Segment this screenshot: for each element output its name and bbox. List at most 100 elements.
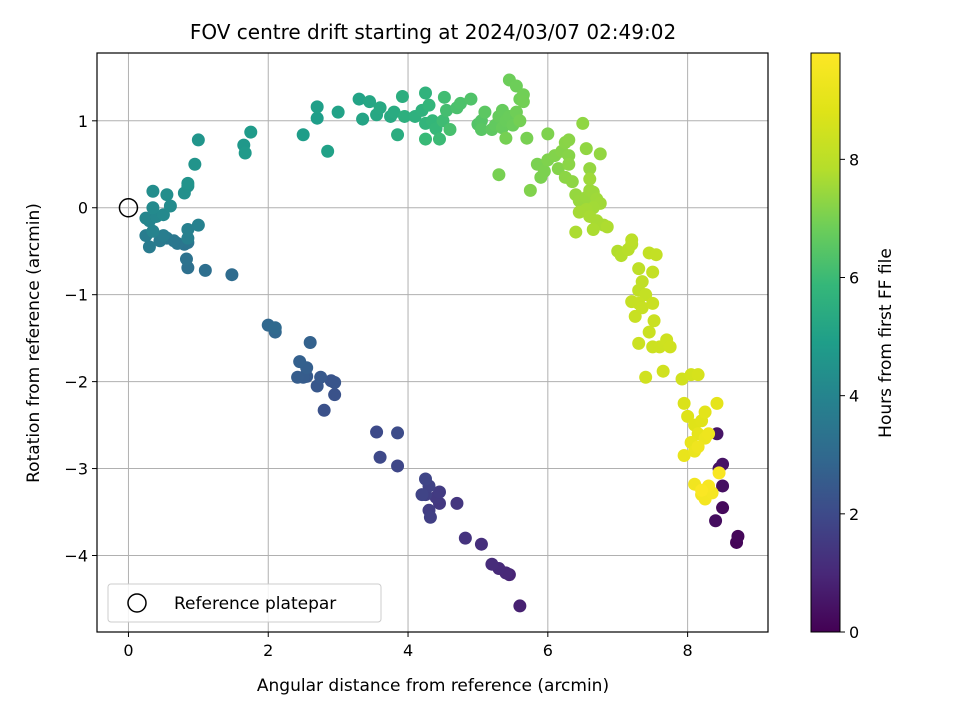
y-tick-label: −2 xyxy=(64,373,88,392)
data-point xyxy=(572,205,586,219)
data-point xyxy=(716,479,730,493)
data-point xyxy=(565,175,579,189)
data-point xyxy=(569,225,583,239)
y-tick-label: 1 xyxy=(78,112,88,131)
data-point xyxy=(139,211,153,225)
data-point xyxy=(450,496,464,510)
legend-box xyxy=(107,583,382,623)
data-point xyxy=(391,128,405,142)
data-point xyxy=(398,109,412,123)
data-point xyxy=(373,101,387,115)
data-point xyxy=(331,105,345,119)
data-point xyxy=(520,131,534,145)
data-point xyxy=(238,146,252,160)
data-point xyxy=(695,483,709,497)
reference-platepar-marker xyxy=(118,197,139,218)
y-axis-ticks: −4 −3 −2 −1 0 1 xyxy=(64,112,97,565)
data-point xyxy=(646,265,660,279)
data-point xyxy=(419,86,433,100)
data-point xyxy=(163,199,177,213)
data-point xyxy=(649,248,663,262)
data-point xyxy=(677,449,691,463)
data-point xyxy=(422,98,436,112)
data-point xyxy=(156,208,170,222)
data-point xyxy=(513,599,527,613)
data-point xyxy=(464,92,478,106)
legend: Reference platepar xyxy=(107,583,382,623)
data-point xyxy=(156,229,170,243)
x-tick-label: 0 xyxy=(123,641,133,660)
colorbar-tick-label: 2 xyxy=(849,505,859,524)
data-point xyxy=(198,263,212,277)
data-point xyxy=(432,132,446,146)
data-point xyxy=(437,90,451,104)
data-point xyxy=(516,95,530,109)
data-point xyxy=(453,96,467,110)
data-point xyxy=(583,172,597,186)
data-point xyxy=(391,459,405,473)
data-point xyxy=(317,403,331,417)
data-point xyxy=(474,537,488,551)
data-point xyxy=(146,224,160,238)
data-point xyxy=(478,105,492,119)
data-point xyxy=(321,144,335,158)
data-point xyxy=(593,147,607,161)
data-point xyxy=(583,162,597,176)
data-point xyxy=(328,388,342,402)
data-point xyxy=(646,296,660,310)
data-point xyxy=(677,396,691,410)
data-point xyxy=(639,288,653,302)
data-point xyxy=(698,405,712,419)
data-point xyxy=(731,529,745,543)
data-point xyxy=(395,89,409,103)
data-point xyxy=(513,114,527,128)
data-point xyxy=(632,336,646,350)
plot-frame xyxy=(96,52,769,633)
data-point xyxy=(551,162,565,176)
data-point xyxy=(423,510,437,524)
data-point xyxy=(681,409,695,423)
data-point xyxy=(370,425,384,439)
chart-title: FOV centre drift starting at 2024/03/07 … xyxy=(190,20,676,44)
y-tick-label: 0 xyxy=(78,199,88,218)
data-point xyxy=(579,142,593,156)
data-point xyxy=(293,355,307,369)
data-point xyxy=(600,220,614,234)
x-tick-label: 2 xyxy=(263,641,273,660)
data-point xyxy=(191,133,205,147)
data-point xyxy=(225,268,239,282)
data-point xyxy=(443,123,457,137)
data-point xyxy=(314,370,328,384)
data-point xyxy=(188,157,202,171)
data-point xyxy=(509,79,523,93)
data-point xyxy=(656,364,670,378)
data-point xyxy=(663,340,677,354)
data-point xyxy=(632,262,646,276)
data-point xyxy=(387,105,401,119)
data-point xyxy=(352,92,366,106)
data-point xyxy=(160,188,174,202)
data-point xyxy=(458,531,472,545)
colorbar-label: Hours from first FF file xyxy=(876,248,896,438)
data-point xyxy=(439,103,453,117)
data-point xyxy=(310,100,324,114)
data-point xyxy=(363,95,377,109)
data-point xyxy=(356,112,370,126)
y-tick-label: −4 xyxy=(64,546,88,565)
data-point xyxy=(647,314,661,328)
data-point xyxy=(474,123,488,137)
data-point xyxy=(562,133,576,147)
data-point xyxy=(373,450,387,464)
colorbar-ticks: 0 2 4 6 8 xyxy=(840,150,859,642)
data-point xyxy=(181,222,195,236)
data-point xyxy=(303,336,317,349)
data-point xyxy=(625,233,639,247)
data-point xyxy=(642,325,656,339)
data-point xyxy=(291,370,305,384)
x-tick-label: 6 xyxy=(543,641,553,660)
colorbar xyxy=(810,52,841,633)
data-point xyxy=(146,201,160,215)
data-point xyxy=(576,116,590,130)
data-point xyxy=(415,488,429,502)
